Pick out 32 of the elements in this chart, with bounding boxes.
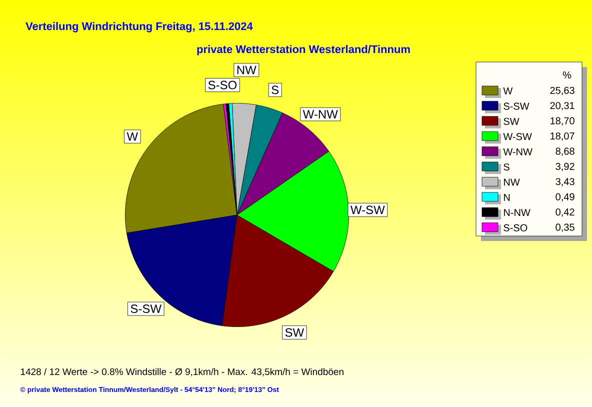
data-label: 18,07 bbox=[550, 132, 574, 141]
text: 1428 / 12 Werte -> 0.8% Windstille - Ø 9,1km/h - Max. 43,5km/h = Windböen bbox=[20, 368, 344, 376]
legend-label: S bbox=[504, 163, 510, 171]
chart-title: Verteilung Windrichtung Freitag, 15.11.2024 bbox=[26, 22, 253, 32]
legend-label: N-NW bbox=[504, 209, 530, 216]
data-label: 3,92 bbox=[556, 162, 574, 172]
data-label: 8,68 bbox=[556, 148, 574, 156]
legend-label: N bbox=[504, 194, 510, 201]
legend-label: S-SW bbox=[504, 102, 530, 110]
legend-label: W bbox=[503, 88, 513, 94]
text: NW bbox=[237, 66, 256, 74]
legend-title: % bbox=[562, 71, 572, 78]
data-label: 0,35 bbox=[556, 224, 574, 232]
text: S-SO bbox=[208, 80, 237, 90]
legend-label: S-SO bbox=[504, 224, 528, 232]
data-label: 0,49 bbox=[556, 193, 574, 202]
text: W-NW bbox=[302, 110, 338, 118]
data-label: 3,43 bbox=[556, 178, 574, 186]
legend-label: NW bbox=[504, 178, 520, 186]
text: S-SW bbox=[130, 304, 162, 314]
legend-label: W-NW bbox=[503, 148, 532, 156]
text: W bbox=[126, 132, 138, 141]
data-label: 25,63 bbox=[550, 86, 574, 96]
text: W-SW bbox=[350, 206, 385, 214]
text: SW bbox=[285, 328, 304, 337]
data-label: 20,31 bbox=[550, 102, 574, 110]
legend-label: SW bbox=[504, 118, 520, 125]
legend-label: W-SW bbox=[503, 133, 532, 140]
data-label: 0,42 bbox=[556, 208, 574, 217]
chart-subtitle: private Wetterstation Westerland/Tinnum bbox=[197, 45, 410, 56]
text: S bbox=[272, 86, 279, 94]
data-label: 18,70 bbox=[550, 117, 574, 126]
